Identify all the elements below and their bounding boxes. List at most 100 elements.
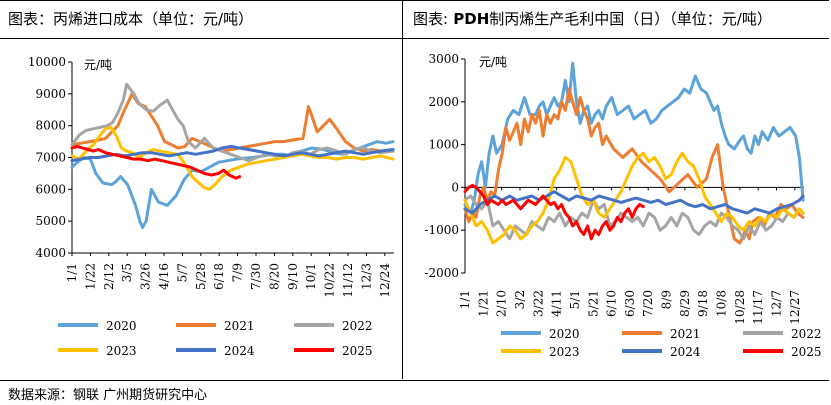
left-x-tick-label: 3/26 [139,263,153,290]
right-legend-item-2023: 2023 [501,345,580,359]
right-legend-label-2020: 2020 [549,327,580,341]
right-y-tick-label: 1000 [428,138,459,152]
right-legend-label-2025: 2025 [791,345,822,359]
right-x-tick-label: 5/1 [568,290,582,309]
left-legend-label-2022: 2022 [342,319,373,333]
right-x-tick-label: 10/8 [715,290,729,317]
right-x-tick-label: 8/9 [660,290,674,309]
left-plot: 4000 5000 6000 7000 8000 9000 10000 元/吨 1/1 1/22 2… [28,55,395,358]
left-x-tick-label: 10/22 [323,263,337,298]
right-x-tick-label: 8/29 [678,290,692,317]
right-y-tick-label: -2000 [424,266,459,280]
right-legend-item-2022: 2022 [743,327,822,341]
left-legend-item-2021: 2021 [176,319,255,333]
left-title-prefix: 图表： [8,10,54,28]
left-panel-title: 图表：丙烯进口成本（单位：元/吨） [8,0,253,38]
left-legend-label-2025: 2025 [342,344,373,358]
left-x-tick-label: 1/22 [83,263,97,290]
left-legend-item-2023: 2023 [58,344,137,358]
right-x-tick-label: 11/17 [751,290,765,325]
data-source-note: 数据来源：钢联 广州期货研究中心 [8,388,208,403]
left-x-tick-label: 7/9 [231,263,245,282]
left-x-tick-label: 4/16 [157,263,171,290]
right-legend-item-2020: 2020 [501,327,580,341]
left-x-tick-label: 10/1 [304,263,318,290]
left-x-tick-label: 7/30 [249,263,263,290]
right-series-line-2022 [463,194,805,241]
right-legend-label-2024: 2024 [670,345,701,359]
right-x-tick-label: 1/1 [458,290,472,309]
right-unit-label: 元/吨 [479,55,507,69]
left-x-tick-label: 5/7 [175,263,189,282]
right-series-line-2025 [463,183,645,241]
right-series-lines [463,61,805,245]
left-title-main: 丙烯进口成本（单位：元/吨） [53,10,254,28]
right-x-tick-label: 10/28 [733,290,747,325]
left-x-tick-label: 3/5 [120,263,134,282]
left-x-tick-label: 11/12 [341,263,355,298]
right-x-tick-label: 5/21 [586,290,600,317]
right-title-main: 制丙烯生产毛利中国（日）（单位：元/吨） [489,10,772,28]
left-y-tick-label: 10000 [28,55,66,69]
right-x-tick-label: 3/22 [531,290,545,317]
right-x-tick-label: 6/30 [623,290,637,317]
right-series-line-2024 [463,190,805,215]
right-y-tick-label: -1000 [424,223,459,237]
left-unit-label: 元/吨 [84,58,112,72]
right-x-tick-label: 7/20 [641,290,655,317]
right-x-tick-label: 12/27 [788,290,802,325]
left-y-tick-label: 8000 [35,119,66,133]
left-legend-label-2024: 2024 [224,344,255,358]
left-legend-label-2021: 2021 [224,319,255,333]
right-title-rule [403,38,829,39]
right-series-line-2020 [463,61,805,215]
left-legend-item-2024: 2024 [176,344,255,358]
right-legend: 2020 2021 2022 2023 2024 2025 [501,327,822,359]
right-x-tick-label: 3/2 [513,290,527,309]
left-series-line-2023 [70,125,395,191]
left-legend-label-2023: 2023 [106,344,137,358]
left-series-line-2025 [70,144,242,180]
figure-frame [0,0,829,381]
left-title-rule [0,38,402,39]
left-y-tick-label: 4000 [35,246,66,260]
right-series-line-2023 [463,151,805,245]
right-x-tick-label: 6/10 [605,290,619,317]
right-x-tick-label: 1/21 [476,290,490,317]
left-y-tick-label: 9000 [35,87,66,101]
left-x-tick-label: 12/24 [378,263,392,298]
left-y-tick-label: 5000 [35,214,66,228]
left-x-tick-label: 1/1 [65,263,79,282]
left-series-lines [70,82,395,229]
left-x-tick-label: 8/20 [267,263,281,290]
right-y-tick-label: 3000 [428,52,459,66]
right-legend-label-2021: 2021 [670,327,701,341]
left-legend-item-2025: 2025 [294,344,373,358]
right-plot: -2000 -1000 0 1000 2000 3000 元/吨 1/1 1/21 2/10 3/2… [424,52,821,359]
panel-divider [402,1,403,379]
pdh-margin-chart: -2000 -1000 0 1000 2000 3000 元/吨 1/1 1/21 2/10 3/2… [424,52,821,359]
left-legend-item-2022: 2022 [294,319,373,333]
left-legend: 2020 2021 2022 2023 2024 2025 [58,319,373,358]
right-legend-label-2022: 2022 [791,327,822,341]
right-legend-item-2021: 2021 [622,327,701,341]
left-y-tick-label: 6000 [35,182,66,196]
right-x-tick-label: 12/7 [770,290,784,317]
right-x-tick-label: 4/11 [550,290,564,317]
right-x-tick-label: 9/18 [696,290,710,317]
left-x-tick-label: 5/28 [194,263,208,290]
right-legend-label-2023: 2023 [549,345,580,359]
right-y-tick-label: 2000 [428,95,459,109]
import-cost-chart: 4000 5000 6000 7000 8000 9000 10000 元/吨 1/1 1/22 2… [28,55,395,358]
right-panel-title: 图表: PDH制丙烯生产毛利中国（日）（单位：元/吨） [413,0,772,38]
left-x-tick-label: 12/3 [359,263,373,290]
right-x-tick-label: 2/10 [495,290,509,317]
left-y-tick-label: 7000 [35,151,66,165]
right-title-bold: PDH [448,10,490,28]
left-legend-item-2020: 2020 [58,319,137,333]
right-title-prefix: 图表: [413,10,449,28]
right-series-line-2021 [463,87,805,245]
left-x-tick-label: 9/10 [286,263,300,290]
left-series-line-2022 [70,82,395,163]
right-legend-item-2024: 2024 [622,345,701,359]
